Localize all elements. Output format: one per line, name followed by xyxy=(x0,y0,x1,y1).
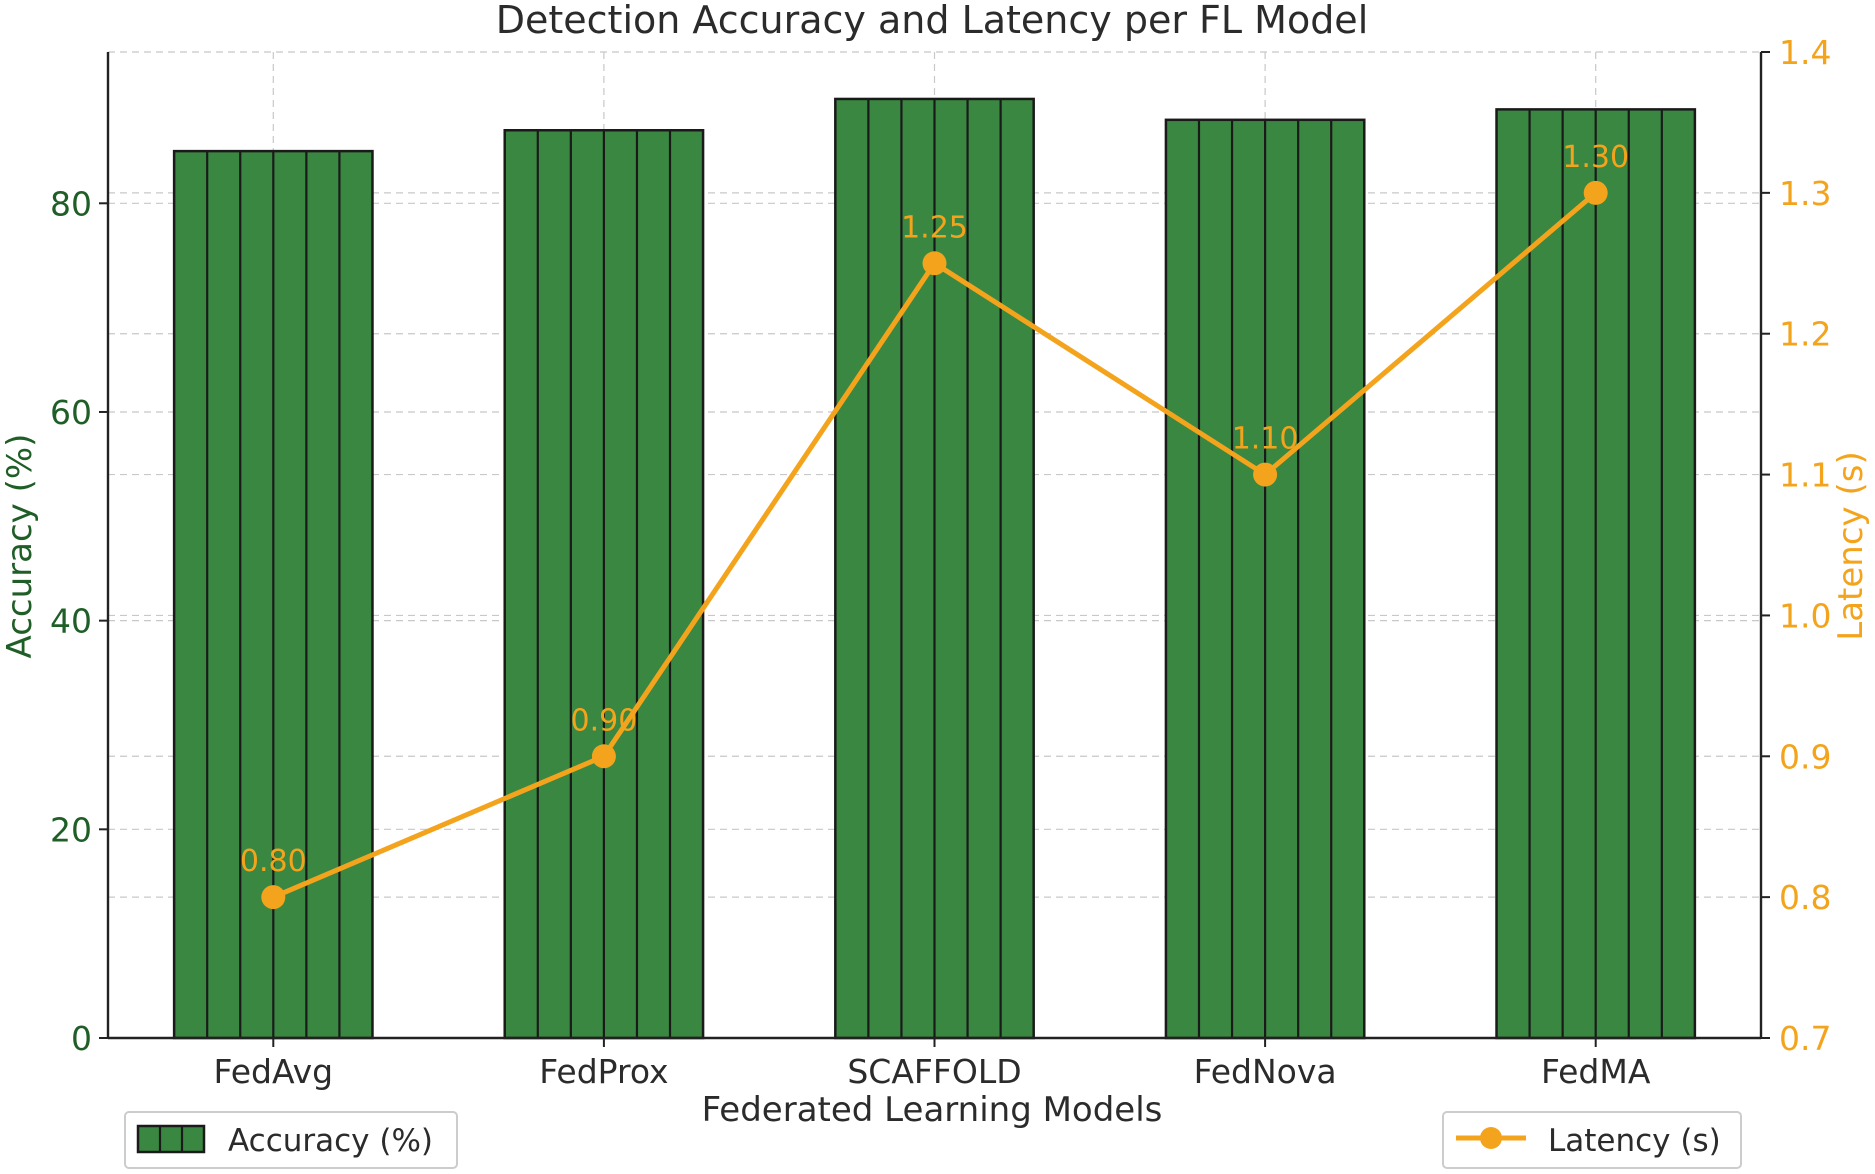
x-tick-label: FedMA xyxy=(1541,1052,1651,1091)
right-tick-label: 0.7 xyxy=(1779,1019,1831,1058)
legend-accuracy-swatch xyxy=(136,1124,206,1154)
latency-point-fedavg xyxy=(261,885,286,910)
x-tick-label: FedNova xyxy=(1194,1052,1337,1091)
legend-latency: Latency (s) xyxy=(1442,1111,1742,1169)
left-tick-label: 40 xyxy=(50,602,92,641)
latency-data-label: 1.25 xyxy=(901,210,968,245)
latency-data-label: 1.10 xyxy=(1232,422,1299,457)
right-tick-label: 1.1 xyxy=(1779,456,1831,495)
left-tick-label: 60 xyxy=(50,393,92,432)
latency-point-fedprox xyxy=(591,744,616,769)
latency-data-label: 1.30 xyxy=(1562,140,1629,175)
left-tick-label: 20 xyxy=(50,810,92,849)
bar-fedprox xyxy=(503,129,705,1040)
legend-latency-label: Latency (s) xyxy=(1548,1123,1721,1159)
x-axis-label: Federated Learning Models xyxy=(702,1090,1163,1130)
right-axis-label: Latency (s) xyxy=(1831,451,1871,640)
right-tick-label: 0.8 xyxy=(1779,878,1831,917)
latency-point-fednova xyxy=(1253,462,1278,487)
legend-accuracy-label: Accuracy (%) xyxy=(228,1123,433,1159)
x-tick-label: FedProx xyxy=(539,1052,668,1091)
latency-line-layer: 0.80 0.90 1.25 1.10 1.30 xyxy=(240,140,1629,910)
latency-point-scaffold xyxy=(922,251,947,276)
latency-point-fedma xyxy=(1583,180,1608,205)
left-tick-label: 0 xyxy=(71,1019,92,1058)
right-tick-label: 1.4 xyxy=(1779,33,1831,72)
x-tick-label: FedAvg xyxy=(214,1052,334,1091)
bar-fednova xyxy=(1164,118,1366,1040)
left-tick-label: 80 xyxy=(50,184,92,223)
right-tick-label: 1.0 xyxy=(1779,596,1831,635)
right-tick-label: 0.9 xyxy=(1779,737,1831,776)
bar-fedma xyxy=(1495,108,1697,1040)
latency-data-label: 0.90 xyxy=(571,703,638,738)
x-tick-label: SCAFFOLD xyxy=(847,1052,1021,1091)
axes-layer: 0 20 40 60 80 0.7 0.8 0.9 1.0 1.1 1.2 1.3 1.4 FedAvg F… xyxy=(50,33,1831,1091)
right-tick-label: 1.3 xyxy=(1779,174,1831,213)
legend-accuracy: Accuracy (%) xyxy=(124,1111,458,1169)
right-tick-label: 1.2 xyxy=(1779,315,1831,354)
chart-title: Detection Accuracy and Latency per FL Mo… xyxy=(496,0,1369,42)
left-axis-label: Accuracy (%) xyxy=(0,434,40,659)
latency-data-label: 0.80 xyxy=(240,844,307,879)
